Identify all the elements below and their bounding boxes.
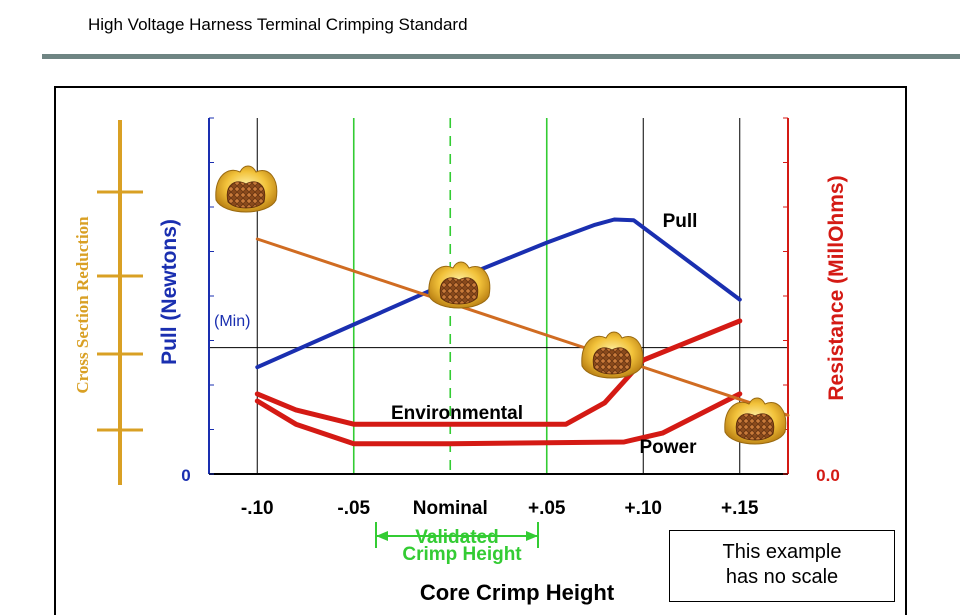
pull-line [255,217,742,370]
x-tick-label: -.05 [337,498,370,519]
note-box: This example has no scale [669,530,895,602]
series-label: Power [639,437,697,458]
crimp-cross-section-icon [581,331,644,379]
note-line1: This example [722,541,842,563]
right-axis-label: Resistance (MillOhms) [825,175,848,400]
crimp-cross-section-icon [215,165,278,213]
series-label: Environmental [391,403,523,424]
chart-frame [54,86,907,615]
plot-area: -.10 -.05 Nominal +.05 +.10 +.15 Pull Environme… [208,117,790,519]
validated-range-marker [375,522,539,548]
x-tick-label: +.05 [528,498,566,519]
crimp-cross-section-icon [724,397,787,445]
cross-section-scale [97,120,143,485]
header-rule [42,54,960,59]
x-tick-label: Nominal [413,498,488,519]
validated-label-line1: Validated [415,527,498,548]
left-axis-origin-label: 0 [181,466,190,485]
crimp-cross-section-icon [428,261,491,309]
x-tick-label: +.10 [624,498,662,519]
min-label: (Min) [214,313,250,330]
right-axis-origin-label: 0.0 [816,466,840,485]
x-axis-label: Core Crimp Height [420,580,615,605]
left-axis-label: Pull (Newtons) [158,219,181,365]
series-label: Pull [663,211,698,232]
validated-label-line2: Crimp Height [402,544,522,565]
x-tick-label: +.15 [721,498,759,519]
page-title: High Voltage Harness Terminal Crimping S… [88,15,468,34]
crimp-reduction-line [255,237,790,417]
note-line2: has no scale [725,566,839,588]
far-left-axis-label: Cross Section Reduction [73,216,92,394]
x-tick-label: -.10 [241,498,274,519]
power-line [254,391,743,447]
